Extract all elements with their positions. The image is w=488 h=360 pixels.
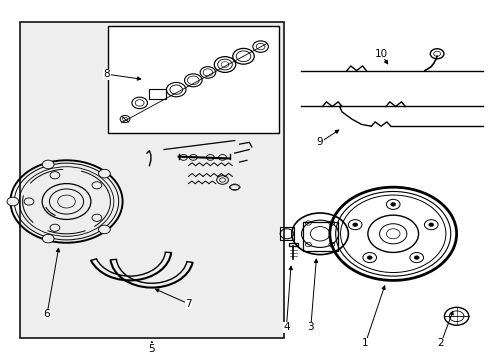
Text: 8: 8 bbox=[103, 69, 110, 79]
Bar bbox=[279, 227, 294, 240]
Bar bbox=[108, 26, 278, 134]
Text: 10: 10 bbox=[374, 49, 387, 59]
Text: 9: 9 bbox=[316, 138, 323, 147]
Text: 7: 7 bbox=[185, 299, 191, 309]
Text: 4: 4 bbox=[283, 322, 289, 332]
Circle shape bbox=[390, 203, 395, 206]
Text: 1: 1 bbox=[362, 338, 368, 348]
Circle shape bbox=[366, 256, 371, 259]
Bar bbox=[149, 89, 166, 99]
Text: 5: 5 bbox=[148, 343, 155, 354]
Circle shape bbox=[7, 197, 19, 206]
Circle shape bbox=[413, 256, 418, 259]
Circle shape bbox=[99, 169, 110, 178]
Bar bbox=[20, 22, 283, 338]
Circle shape bbox=[42, 160, 54, 169]
Circle shape bbox=[42, 234, 54, 243]
Circle shape bbox=[428, 223, 433, 226]
Circle shape bbox=[99, 225, 110, 234]
Bar bbox=[302, 222, 337, 251]
Text: 3: 3 bbox=[307, 322, 313, 332]
Circle shape bbox=[352, 223, 357, 226]
Text: 6: 6 bbox=[43, 310, 50, 319]
Bar bbox=[288, 243, 297, 246]
Text: 2: 2 bbox=[437, 338, 444, 348]
